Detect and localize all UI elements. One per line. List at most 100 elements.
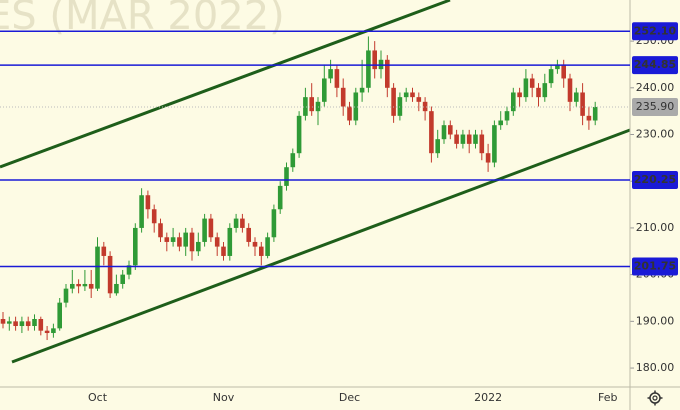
candle-body [574,92,579,102]
candle-body [38,319,44,331]
level-label: 201.75 [634,259,676,272]
candle-body [492,125,497,163]
candle-body [454,134,459,144]
candle-body [523,78,529,98]
candle-body [385,59,390,88]
candle-body [19,321,25,327]
candle-body [177,237,182,247]
candle-body [240,218,245,228]
candle-body [567,78,573,102]
candle-body [114,283,119,294]
candle-body [485,153,491,163]
level-label: 244.85 [634,58,676,71]
candle-body [290,153,296,168]
candle-body [536,87,541,98]
candle-body [296,115,302,154]
candle-body [189,232,195,252]
candle-body [422,101,428,112]
candle-body [498,120,503,126]
candle-body [555,64,560,70]
candle-body [246,227,251,242]
candle-body [221,246,226,256]
candle-body [460,134,466,144]
level-box [632,56,678,75]
y-tick-label: 240.00 [636,81,675,94]
candle-body [214,237,220,247]
lower-trend-line [11,128,631,364]
candle-body [410,92,415,98]
candle-body [145,195,151,210]
candle-body [233,218,239,228]
candle-body [277,185,283,210]
candle-body [133,227,138,266]
x-tick-label: Feb [598,391,617,404]
candle-body [435,139,440,154]
candle-body [202,218,207,242]
level-label: 220.25 [634,173,676,186]
candle-body [265,237,270,256]
candle-body [542,83,548,98]
candle-body [0,319,6,324]
candle-body [95,246,100,289]
x-tick-label: Oct [88,391,108,404]
candle-body [259,246,264,256]
watermark: ES (MAR 2022) [0,0,285,39]
x-tick-label: Nov [213,391,235,404]
candle-body [347,106,352,121]
candle-body [479,134,485,154]
candle-body [403,92,409,98]
candle-body [592,106,598,121]
candle-body [441,125,447,140]
overlay: 235.90 252.10 244.85 220.25 201.75 [0,22,678,276]
candle-body [13,321,18,327]
candle-body [448,125,453,135]
candle-body [517,92,522,98]
level-label: 252.10 [634,24,677,37]
settings-icon[interactable] [647,390,663,406]
x-tick-label: 2022 [474,391,502,404]
candle-body [126,265,132,275]
candle-body [88,283,94,289]
candle-body [340,87,346,107]
candle-body [151,209,157,224]
candle-body [328,69,333,79]
upper-trend-line [0,0,451,169]
candle-body [183,232,188,247]
candle-body [372,50,377,70]
level-box [632,171,678,190]
candle-body [586,115,592,121]
level-box [632,257,678,276]
candle-body [120,274,125,284]
candle-body [504,111,510,121]
candle-body [25,321,31,327]
candle-body [63,288,69,303]
candle-body [353,92,359,121]
candle-body [529,78,535,88]
candle-body [76,283,81,287]
candle-body [44,330,50,334]
candle-body [548,69,554,84]
candle-body [70,283,75,289]
candle-body [158,223,163,238]
candle-body [466,134,472,144]
candle-body [139,195,144,228]
candle-body [561,64,566,79]
candle-body [284,167,289,186]
y-tick-label: 210.00 [636,221,675,234]
candle-body [164,237,170,242]
candle-body [473,134,478,144]
candle-body [252,241,258,247]
candle-body [170,237,176,242]
candle-body [416,97,422,102]
last-price-label: 235.90 [636,100,675,113]
candle-body [391,87,396,116]
candle-body [334,69,340,88]
candle-body [366,50,371,88]
candle-body [511,92,516,112]
candle-body [227,227,233,256]
last-price-box [632,97,678,116]
candle-body [82,283,88,287]
y-tick-label: 230.00 [636,128,675,141]
candle-body [7,321,12,324]
